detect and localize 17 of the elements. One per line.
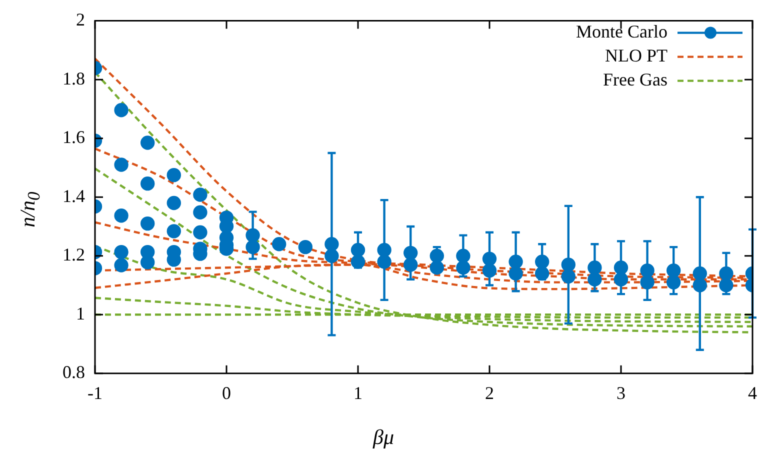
legend-label: NLO PT <box>605 46 668 66</box>
x-tick-label: -1 <box>88 382 102 403</box>
x-tick-label: 2 <box>485 382 494 403</box>
y-tick-label: 1.4 <box>62 186 85 206</box>
y-tick-label: 1.2 <box>62 244 85 265</box>
legend-label: Free Gas <box>603 70 668 90</box>
x-tick-label: 1 <box>354 382 362 403</box>
x-axis-title: βμ <box>372 425 395 450</box>
y-tick-label: 1.6 <box>62 127 85 148</box>
y-tick-label: 2 <box>76 10 85 30</box>
y-tick-label: 0.8 <box>62 362 85 382</box>
y-tick-label: 1 <box>76 303 85 324</box>
y-tick-label: 1.8 <box>62 68 85 88</box>
x-tick-label: 4 <box>748 382 757 403</box>
x-tick-label: 0 <box>222 382 231 403</box>
x-tick-label: 3 <box>616 382 626 403</box>
legend-label: Monte Carlo <box>576 22 668 42</box>
